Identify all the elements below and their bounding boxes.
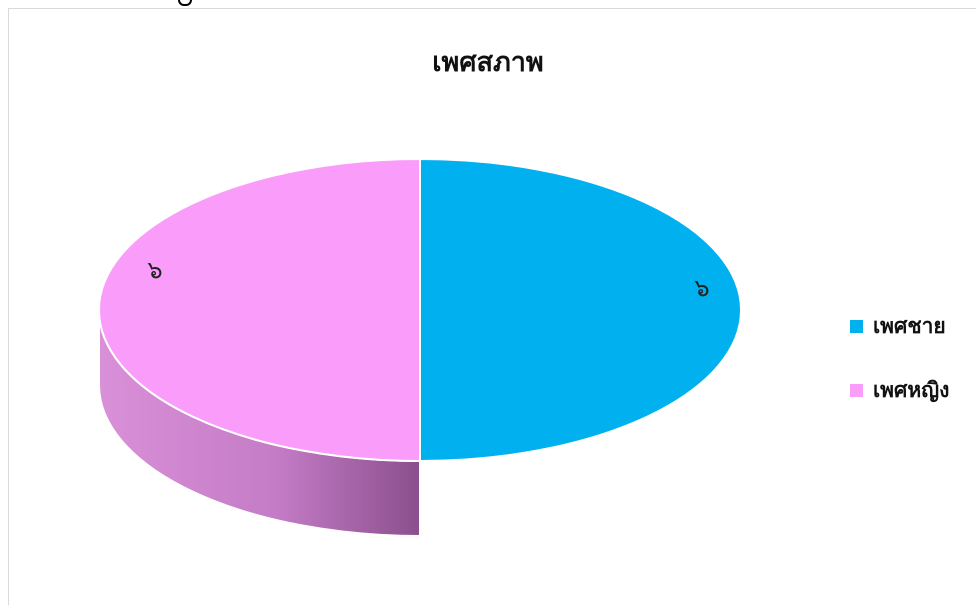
- legend-swatch-female: [850, 383, 863, 397]
- legend-item-female[interactable]: เพศหญิง: [850, 372, 949, 408]
- chart-title: เพศสภาพ: [432, 47, 544, 78]
- data-label-female: ๖: [147, 256, 162, 284]
- legend-label-male: เพศชาย: [873, 313, 946, 338]
- pie-slice-female[interactable]: [98, 157, 421, 463]
- legend-label-female: เพศหญิง: [873, 377, 950, 402]
- cropped-text-fragment: [178, 0, 194, 8]
- legend: เพศชาย เพศหญิง: [850, 308, 949, 436]
- legend-swatch-male: [850, 319, 863, 333]
- pie-slice-male[interactable]: [419, 157, 742, 463]
- legend-item-male[interactable]: เพศชาย: [850, 308, 949, 344]
- data-label-male: ๖: [694, 274, 709, 302]
